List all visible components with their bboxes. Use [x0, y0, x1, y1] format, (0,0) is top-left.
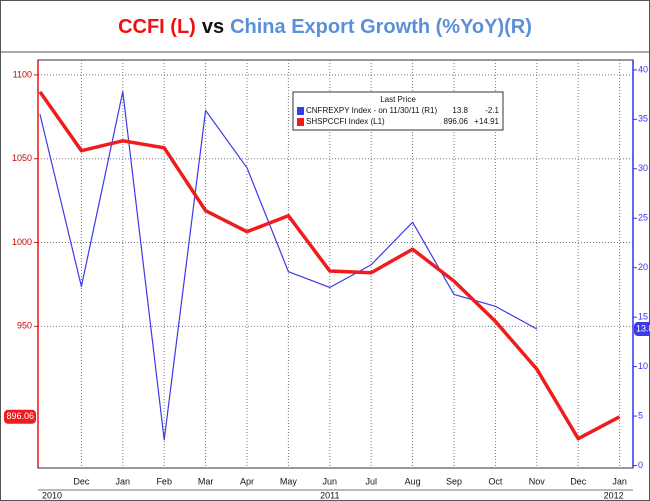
x-tick-label: Oct — [488, 476, 503, 486]
y2-tick-label: 40 — [638, 64, 648, 74]
y2-tick-label: 5 — [638, 410, 643, 420]
last-value-tag — [4, 409, 36, 424]
series-line — [39, 91, 538, 441]
x-tick-label: Jun — [323, 476, 338, 486]
title-part: China Export Growth (%YoY)(R) — [230, 16, 532, 38]
legend-last: 896.06 — [444, 117, 469, 126]
title-part: vs — [202, 16, 224, 38]
x-tick-label: Nov — [529, 476, 546, 486]
last-value-label: 13.8 — [636, 323, 650, 333]
y-tick-label: 950 — [17, 321, 32, 331]
x-tick-label: Aug — [405, 476, 421, 486]
x-tick-label: Apr — [240, 476, 254, 486]
last-value-tag — [634, 322, 650, 337]
y2-tick-label: 0 — [638, 460, 643, 470]
x-year-label: 2011 — [320, 490, 339, 500]
y2-tick-label: 35 — [638, 114, 648, 124]
legend-swatch — [297, 107, 304, 115]
y2-tick-label: 25 — [638, 213, 648, 223]
legend-label: SHSPCCFI Index (L1) — [306, 117, 385, 126]
chart-title: CCFI (L) vs China Export Growth (%YoY)(R) — [118, 16, 532, 38]
x-tick-label: Dec — [73, 476, 90, 486]
x-year-label: 2010 — [42, 490, 62, 500]
series-line — [38, 90, 621, 441]
legend-title: Last Price — [380, 95, 416, 104]
legend-change: +14.91 — [474, 117, 499, 126]
y2-tick-label: 10 — [638, 361, 648, 371]
x-tick-label: Jul — [365, 476, 377, 486]
y2-tick-label: 20 — [638, 262, 648, 272]
legend-swatch — [297, 118, 304, 126]
legend-last: 13.8 — [452, 106, 468, 115]
x-tick-label: Dec — [570, 476, 587, 486]
x-tick-label: Sep — [446, 476, 462, 486]
x-tick-label: May — [280, 476, 298, 486]
last-value-label: 896.06 — [6, 411, 34, 421]
y2-tick-label: 15 — [638, 312, 648, 322]
x-tick-label: Jan — [116, 476, 131, 486]
y-tick-label: 1000 — [12, 237, 32, 247]
legend-change: -2.1 — [485, 106, 499, 115]
x-year-label: 2012 — [604, 490, 624, 500]
x-tick-label: Feb — [156, 476, 172, 486]
x-tick-label: Jan — [612, 476, 627, 486]
y-tick-label: 1100 — [13, 69, 32, 79]
title-part: CCFI (L) — [118, 16, 196, 38]
x-tick-label: Mar — [198, 476, 214, 486]
y-tick-label: 1050 — [12, 153, 32, 163]
legend-box — [292, 91, 504, 131]
y2-tick-label: 30 — [638, 163, 648, 173]
legend-label: CNFREXPY Index - on 11/30/11 (R1) — [306, 106, 438, 115]
